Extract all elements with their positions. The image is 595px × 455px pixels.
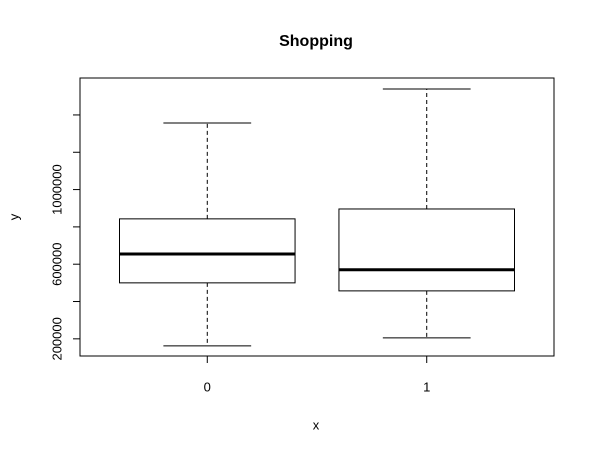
box [119, 218, 296, 284]
x-tick-label: 0 [204, 379, 211, 394]
y-tick-label: 1000000 [49, 164, 64, 215]
box [338, 208, 516, 292]
x-axis-label: x [313, 417, 320, 432]
y-tick-label: 200000 [49, 317, 64, 360]
chart-title: Shopping [279, 33, 353, 50]
y-axis-label: y [6, 213, 21, 220]
y-tick-label: 600000 [49, 243, 64, 286]
x-tick-label: 1 [423, 379, 430, 394]
plot-frame [79, 77, 555, 357]
